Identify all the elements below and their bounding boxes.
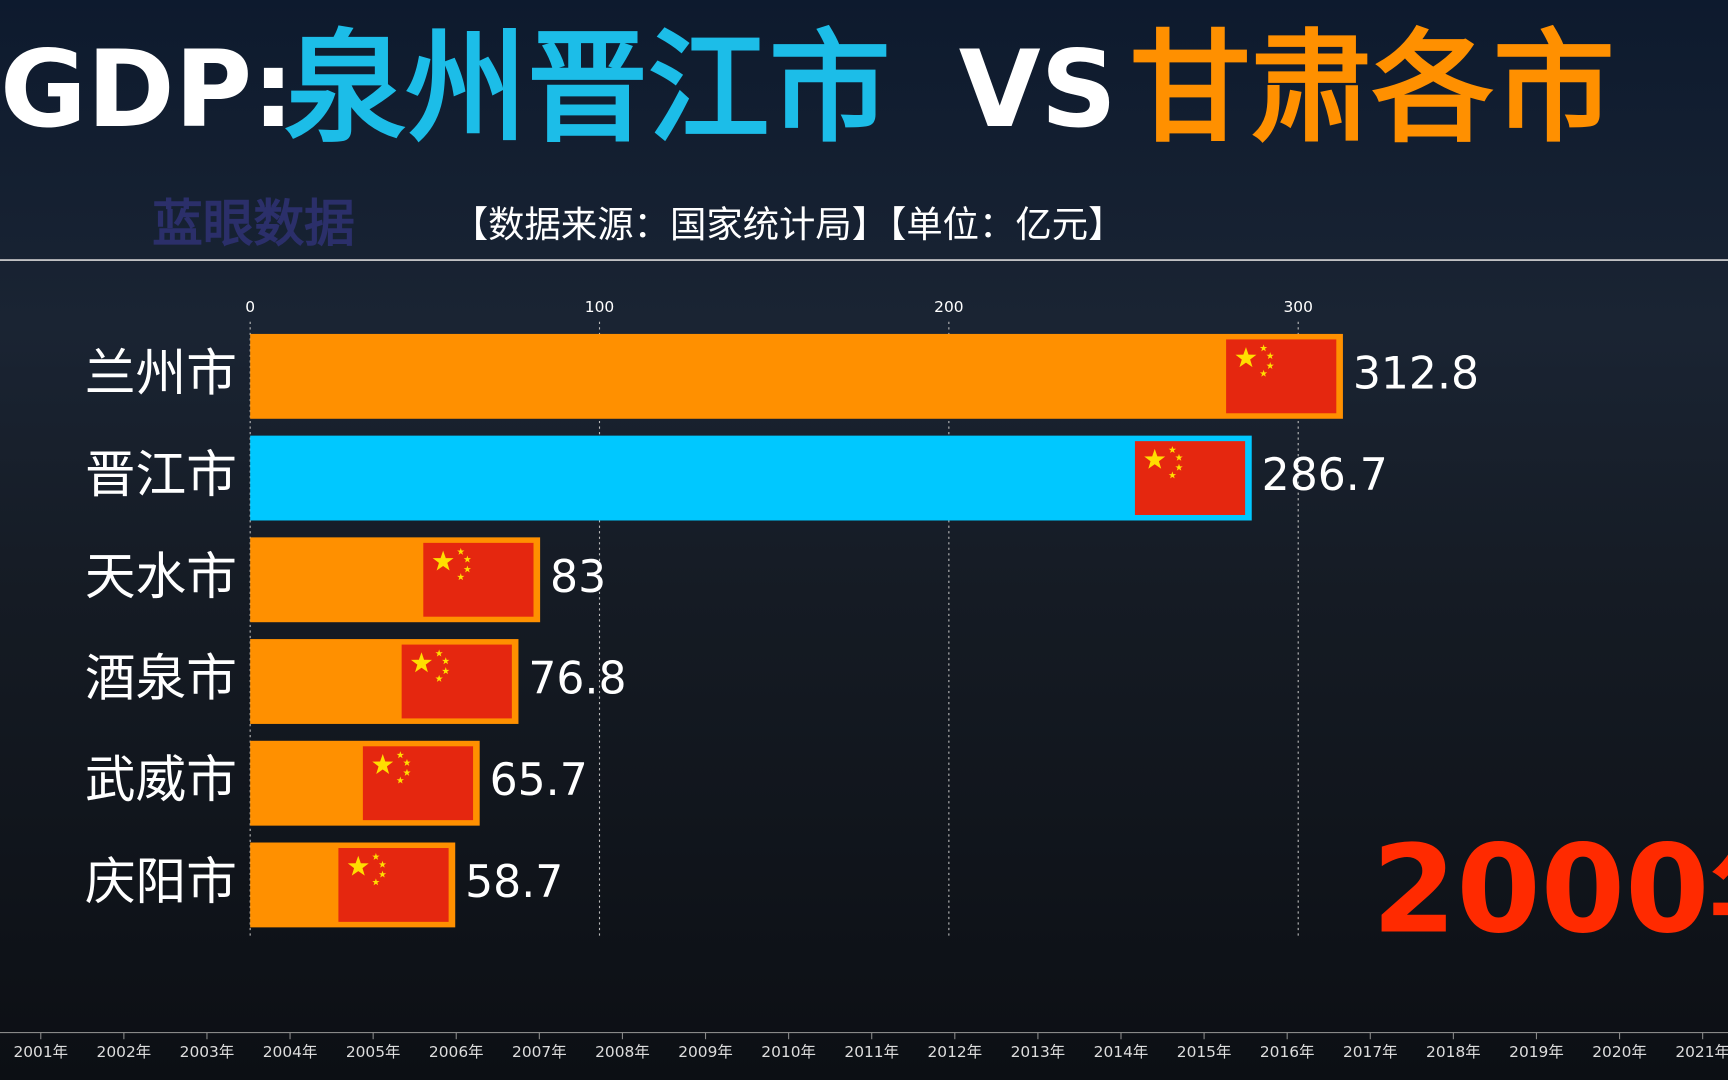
timeline-label: 2014年 <box>1094 1043 1149 1061</box>
flag-star <box>378 870 387 878</box>
flag-star <box>378 860 387 868</box>
flag-star <box>1266 352 1274 360</box>
flag-star <box>372 852 380 860</box>
timeline-label: 2008年 <box>595 1043 650 1061</box>
category-label: 兰州市 <box>85 343 237 402</box>
timeline-label: 2018年 <box>1426 1043 1481 1061</box>
flag-star <box>435 674 443 682</box>
bar <box>250 435 1252 521</box>
flag-star <box>347 855 369 876</box>
flag-star <box>1259 344 1268 352</box>
value-label: 83 <box>550 552 606 603</box>
timeline-label: 2016年 <box>1260 1043 1315 1061</box>
value-label: 76.8 <box>528 654 626 705</box>
timeline-label: 2010年 <box>761 1043 816 1061</box>
flag <box>1134 441 1246 515</box>
flag-star <box>457 573 465 581</box>
value-label: 312.8 <box>1353 348 1479 399</box>
flag-star <box>442 657 450 665</box>
flag-star <box>1235 347 1257 368</box>
timeline-label: 2020年 <box>1592 1043 1647 1061</box>
watermark: 蓝眼数据 <box>152 194 355 253</box>
x-tick-label: 200 <box>934 298 963 316</box>
flag-star <box>372 878 380 886</box>
timeline-label: 2019年 <box>1509 1043 1564 1061</box>
subtitle: 【数据来源：国家统计局】【单位：亿元】 <box>452 203 1125 246</box>
value-label: 58.7 <box>465 857 563 908</box>
flag-star <box>403 758 411 766</box>
timeline-label: 2017年 <box>1343 1043 1398 1061</box>
category-label: 晋江市 <box>85 445 237 504</box>
category-label: 酒泉市 <box>85 649 237 708</box>
timeline-label: 2001年 <box>13 1043 68 1061</box>
x-tick-label: 0 <box>245 298 255 316</box>
title-part: GDP: <box>0 28 294 151</box>
timeline-label: 2005年 <box>346 1043 401 1061</box>
flag <box>338 848 449 922</box>
flag-star <box>1175 453 1183 461</box>
flag-star <box>463 555 472 563</box>
flag-star <box>435 649 443 657</box>
value-label: 65.7 <box>490 755 588 806</box>
title-part: VS <box>959 28 1117 151</box>
flag-star <box>372 754 394 774</box>
flag <box>401 644 512 719</box>
flag-star <box>463 565 472 573</box>
flag <box>362 746 474 821</box>
timeline-label: 2013年 <box>1011 1043 1066 1061</box>
timeline-label: 2004年 <box>263 1043 318 1061</box>
flag-star <box>396 751 405 759</box>
year-label: 2000年 <box>1372 818 1728 960</box>
category-label: 武威市 <box>85 750 237 809</box>
timeline-label: 2015年 <box>1177 1043 1232 1061</box>
flag-star <box>457 547 465 555</box>
category-label: 天水市 <box>85 547 237 606</box>
category-label: 庆阳市 <box>85 852 237 911</box>
flag <box>1226 339 1337 414</box>
flag-star <box>403 768 411 776</box>
title-part: 甘肃各市 <box>1130 17 1615 159</box>
flag-star <box>1266 362 1274 369</box>
flag-star <box>410 652 432 673</box>
timeline-label: 2011年 <box>844 1043 899 1061</box>
x-tick-label: 300 <box>1284 298 1313 316</box>
flag-star <box>442 667 450 675</box>
x-tick-label: 100 <box>585 298 614 316</box>
value-label: 286.7 <box>1262 450 1388 501</box>
flag-star <box>1168 471 1177 479</box>
flag-star <box>1259 369 1268 377</box>
flag-star <box>432 550 454 571</box>
flag-star <box>396 776 405 784</box>
title-part: 泉州晋江市 <box>284 17 890 159</box>
timeline-label: 2012年 <box>927 1043 982 1061</box>
flag <box>423 542 534 617</box>
timeline-label: 2002年 <box>97 1043 152 1061</box>
bar <box>250 333 1343 419</box>
timeline-label: 2021年 <box>1675 1043 1728 1061</box>
timeline-label: 2007年 <box>512 1043 567 1061</box>
flag-star <box>1144 448 1166 469</box>
flag-star <box>1168 446 1177 454</box>
timeline-label: 2009年 <box>678 1043 733 1061</box>
timeline-label: 2006年 <box>429 1043 484 1061</box>
flag-star <box>1175 463 1183 471</box>
timeline-label: 2003年 <box>180 1043 235 1061</box>
